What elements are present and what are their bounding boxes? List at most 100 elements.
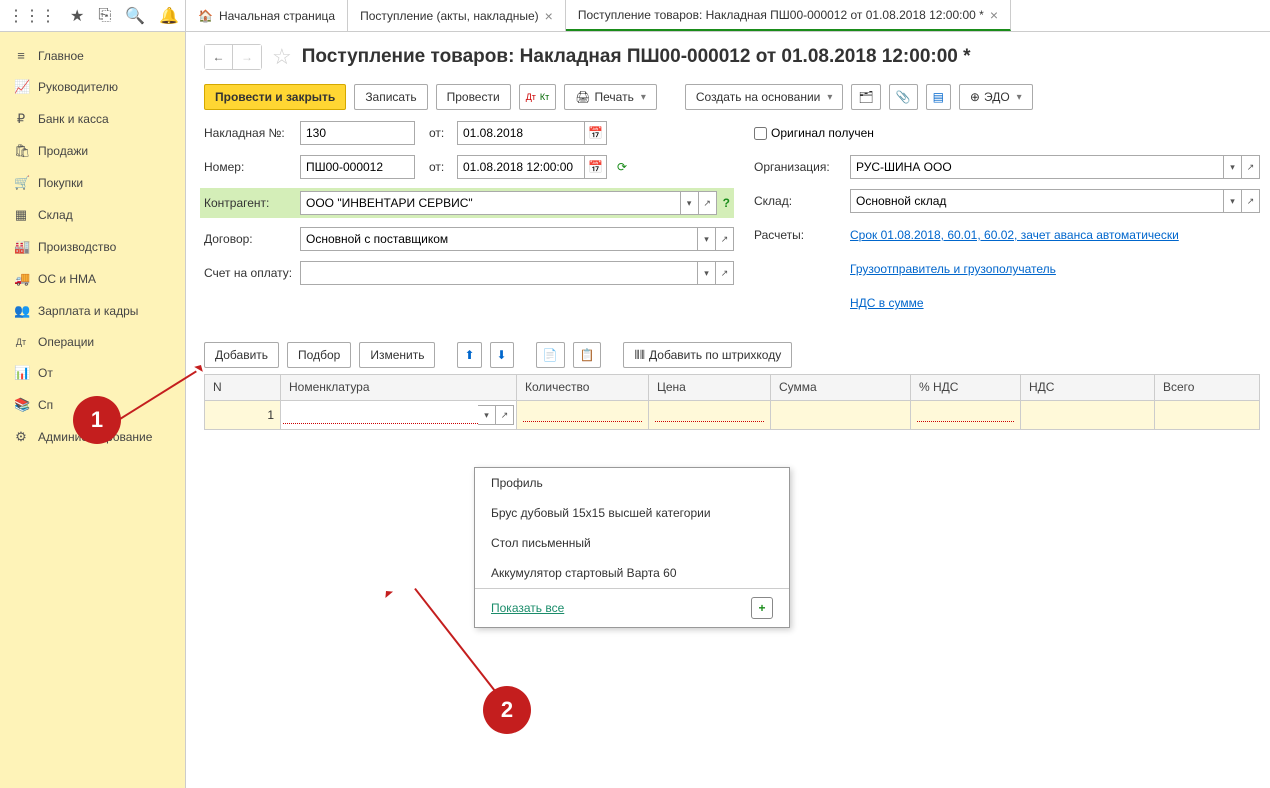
col-vatp[interactable]: % НДС xyxy=(911,375,1021,400)
tab-home[interactable]: 🏠 Начальная страница xyxy=(186,0,348,31)
move-up-button[interactable]: ⬆ xyxy=(457,342,481,368)
cell-nomenclature[interactable]: ▾ ↗ xyxy=(281,401,517,429)
warehouse-input[interactable]: Основной склад xyxy=(850,189,1224,213)
gear-icon: ⚙ xyxy=(14,429,28,445)
open-icon[interactable]: ↗ xyxy=(716,227,734,251)
vat-link[interactable]: НДС в сумме xyxy=(850,296,924,310)
post-and-close-button[interactable]: Провести и закрыть xyxy=(204,84,346,110)
change-button[interactable]: Изменить xyxy=(359,342,435,368)
dropdown-item[interactable]: Профиль xyxy=(475,468,789,498)
add-button[interactable]: Добавить xyxy=(204,342,279,368)
create-based-button[interactable]: Создать на основании xyxy=(685,84,844,110)
cell-vat[interactable] xyxy=(1021,401,1155,429)
sidebar-item-bank[interactable]: ₽Банк и касса xyxy=(0,103,185,135)
sidebar-item-label: Банк и касса xyxy=(38,112,109,126)
sidebar-item-label: Покупки xyxy=(38,176,83,190)
open-icon[interactable]: ↗ xyxy=(716,261,734,285)
pay-invoice-input[interactable] xyxy=(300,261,698,285)
col-price[interactable]: Цена xyxy=(649,375,771,400)
col-nom[interactable]: Номенклатура xyxy=(281,375,517,400)
refresh-icon[interactable]: ⟳ xyxy=(617,160,627,174)
copy-button[interactable]: 📄 xyxy=(536,342,565,368)
people-icon: 👥 xyxy=(14,303,28,319)
dropdown-icon[interactable]: ▾ xyxy=(1224,155,1242,179)
dropdown-icon[interactable]: ▾ xyxy=(681,191,699,215)
dropdown-icon[interactable]: ▾ xyxy=(478,405,496,425)
calendar-icon[interactable]: 📅 xyxy=(585,155,607,179)
apps-icon[interactable]: ⋮⋮⋮ xyxy=(8,6,56,26)
dropdown-item[interactable]: Стол письменный xyxy=(475,528,789,558)
sidebar-item-sales[interactable]: 🛍Продажи xyxy=(0,135,185,167)
notifications-icon[interactable]: 🔔 xyxy=(159,6,179,26)
cell-qty[interactable] xyxy=(517,401,649,429)
invoice-date-input[interactable]: 01.08.2018 xyxy=(457,121,585,145)
cell-sum[interactable] xyxy=(771,401,911,429)
contract-input[interactable]: Основной с поставщиком xyxy=(300,227,698,251)
col-qty[interactable]: Количество xyxy=(517,375,649,400)
cell-total[interactable] xyxy=(1155,401,1259,429)
col-n[interactable]: N xyxy=(205,375,281,400)
close-icon[interactable]: × xyxy=(545,8,553,24)
open-icon[interactable]: ↗ xyxy=(699,191,717,215)
tab-current[interactable]: Поступление товаров: Накладная ПШ00-0000… xyxy=(566,0,1011,31)
cell-vatp[interactable] xyxy=(911,401,1021,429)
select-button[interactable]: Подбор xyxy=(287,342,351,368)
dropdown-icon[interactable]: ▾ xyxy=(1224,189,1242,213)
sidebar-item-label: Сп xyxy=(38,398,53,412)
contragent-input[interactable]: ООО "ИНВЕНТАРИ СЕРВИС" xyxy=(300,191,681,215)
dtkt-button[interactable]: ДтКт xyxy=(519,84,557,110)
write-button[interactable]: Записать xyxy=(354,84,427,110)
sidebar-item-assets[interactable]: 🚚ОС и НМА xyxy=(0,263,185,295)
dropdown-icon[interactable]: ▾ xyxy=(698,227,716,251)
close-icon[interactable]: × xyxy=(990,7,998,23)
org-input[interactable]: РУС-ШИНА ООО xyxy=(850,155,1224,179)
forward-button[interactable]: → xyxy=(233,45,261,69)
contragent-label: Контрагент: xyxy=(204,196,300,210)
relations-button[interactable]: 🗂 xyxy=(851,84,880,110)
original-checkbox[interactable] xyxy=(754,127,767,140)
table-row[interactable]: 1 ▾ ↗ xyxy=(205,401,1259,429)
number-date-input[interactable]: 01.08.2018 12:00:00 xyxy=(457,155,585,179)
shipper-link[interactable]: Грузоотправитель и грузополучатель xyxy=(850,262,1056,276)
calendar-icon[interactable]: 📅 xyxy=(585,121,607,145)
sidebar-item-production[interactable]: 🏭Производство xyxy=(0,231,185,263)
move-down-button[interactable]: ⬇ xyxy=(490,342,514,368)
calc-link[interactable]: Срок 01.08.2018, 60.01, 60.02, зачет ава… xyxy=(850,228,1179,242)
open-icon[interactable]: ↗ xyxy=(1242,155,1260,179)
add-new-button[interactable]: + xyxy=(751,597,773,619)
print-button[interactable]: 🖨 Печать xyxy=(564,84,657,110)
cell-price[interactable] xyxy=(649,401,771,429)
sidebar-item-operations[interactable]: ДтОперации xyxy=(0,327,185,357)
dropdown-item[interactable]: Аккумулятор стартовый Варта 60 xyxy=(475,558,789,588)
open-icon[interactable]: ↗ xyxy=(1242,189,1260,213)
sidebar-item-salary[interactable]: 👥Зарплата и кадры xyxy=(0,295,185,327)
invoice-no-input[interactable]: 130 xyxy=(300,121,415,145)
tab-receipts[interactable]: Поступление (акты, накладные) × xyxy=(348,0,566,31)
sidebar-item-warehouse[interactable]: ▦Склад xyxy=(0,199,185,231)
col-sum[interactable]: Сумма xyxy=(771,375,911,400)
sidebar-item-reports[interactable]: 📊От xyxy=(0,357,185,389)
sidebar-item-manager[interactable]: 📈Руководителю xyxy=(0,71,185,103)
paste-button[interactable]: 📋 xyxy=(573,342,602,368)
nomenclature-input[interactable] xyxy=(283,406,478,424)
sidebar-item-main[interactable]: ≡Главное xyxy=(0,40,185,71)
history-icon[interactable]: ⎘ xyxy=(98,7,111,25)
back-button[interactable]: ← xyxy=(205,45,233,69)
post-button[interactable]: Провести xyxy=(436,84,511,110)
favorite-icon[interactable]: ★ xyxy=(70,6,84,26)
dropdown-item[interactable]: Брус дубовый 15х15 высшей категории xyxy=(475,498,789,528)
sidebar-item-purchases[interactable]: 🛒Покупки xyxy=(0,167,185,199)
col-vat[interactable]: НДС xyxy=(1021,375,1155,400)
col-total[interactable]: Всего xyxy=(1155,375,1259,400)
search-icon[interactable]: 🔍 xyxy=(125,6,145,26)
number-input[interactable]: ПШ00-000012 xyxy=(300,155,415,179)
help-icon[interactable]: ? xyxy=(723,196,730,210)
show-all-link[interactable]: Показать все xyxy=(491,601,564,615)
open-icon[interactable]: ↗ xyxy=(496,405,514,425)
edo-button[interactable]: ⊕ ЭДО xyxy=(959,84,1033,110)
add-barcode-button[interactable]: ⦀⦀ Добавить по штрихкоду xyxy=(623,342,792,368)
report-button[interactable]: ▤ xyxy=(926,84,951,110)
star-icon[interactable]: ☆ xyxy=(272,44,292,70)
dropdown-icon[interactable]: ▾ xyxy=(698,261,716,285)
attach-button[interactable]: 📎 xyxy=(889,84,918,110)
